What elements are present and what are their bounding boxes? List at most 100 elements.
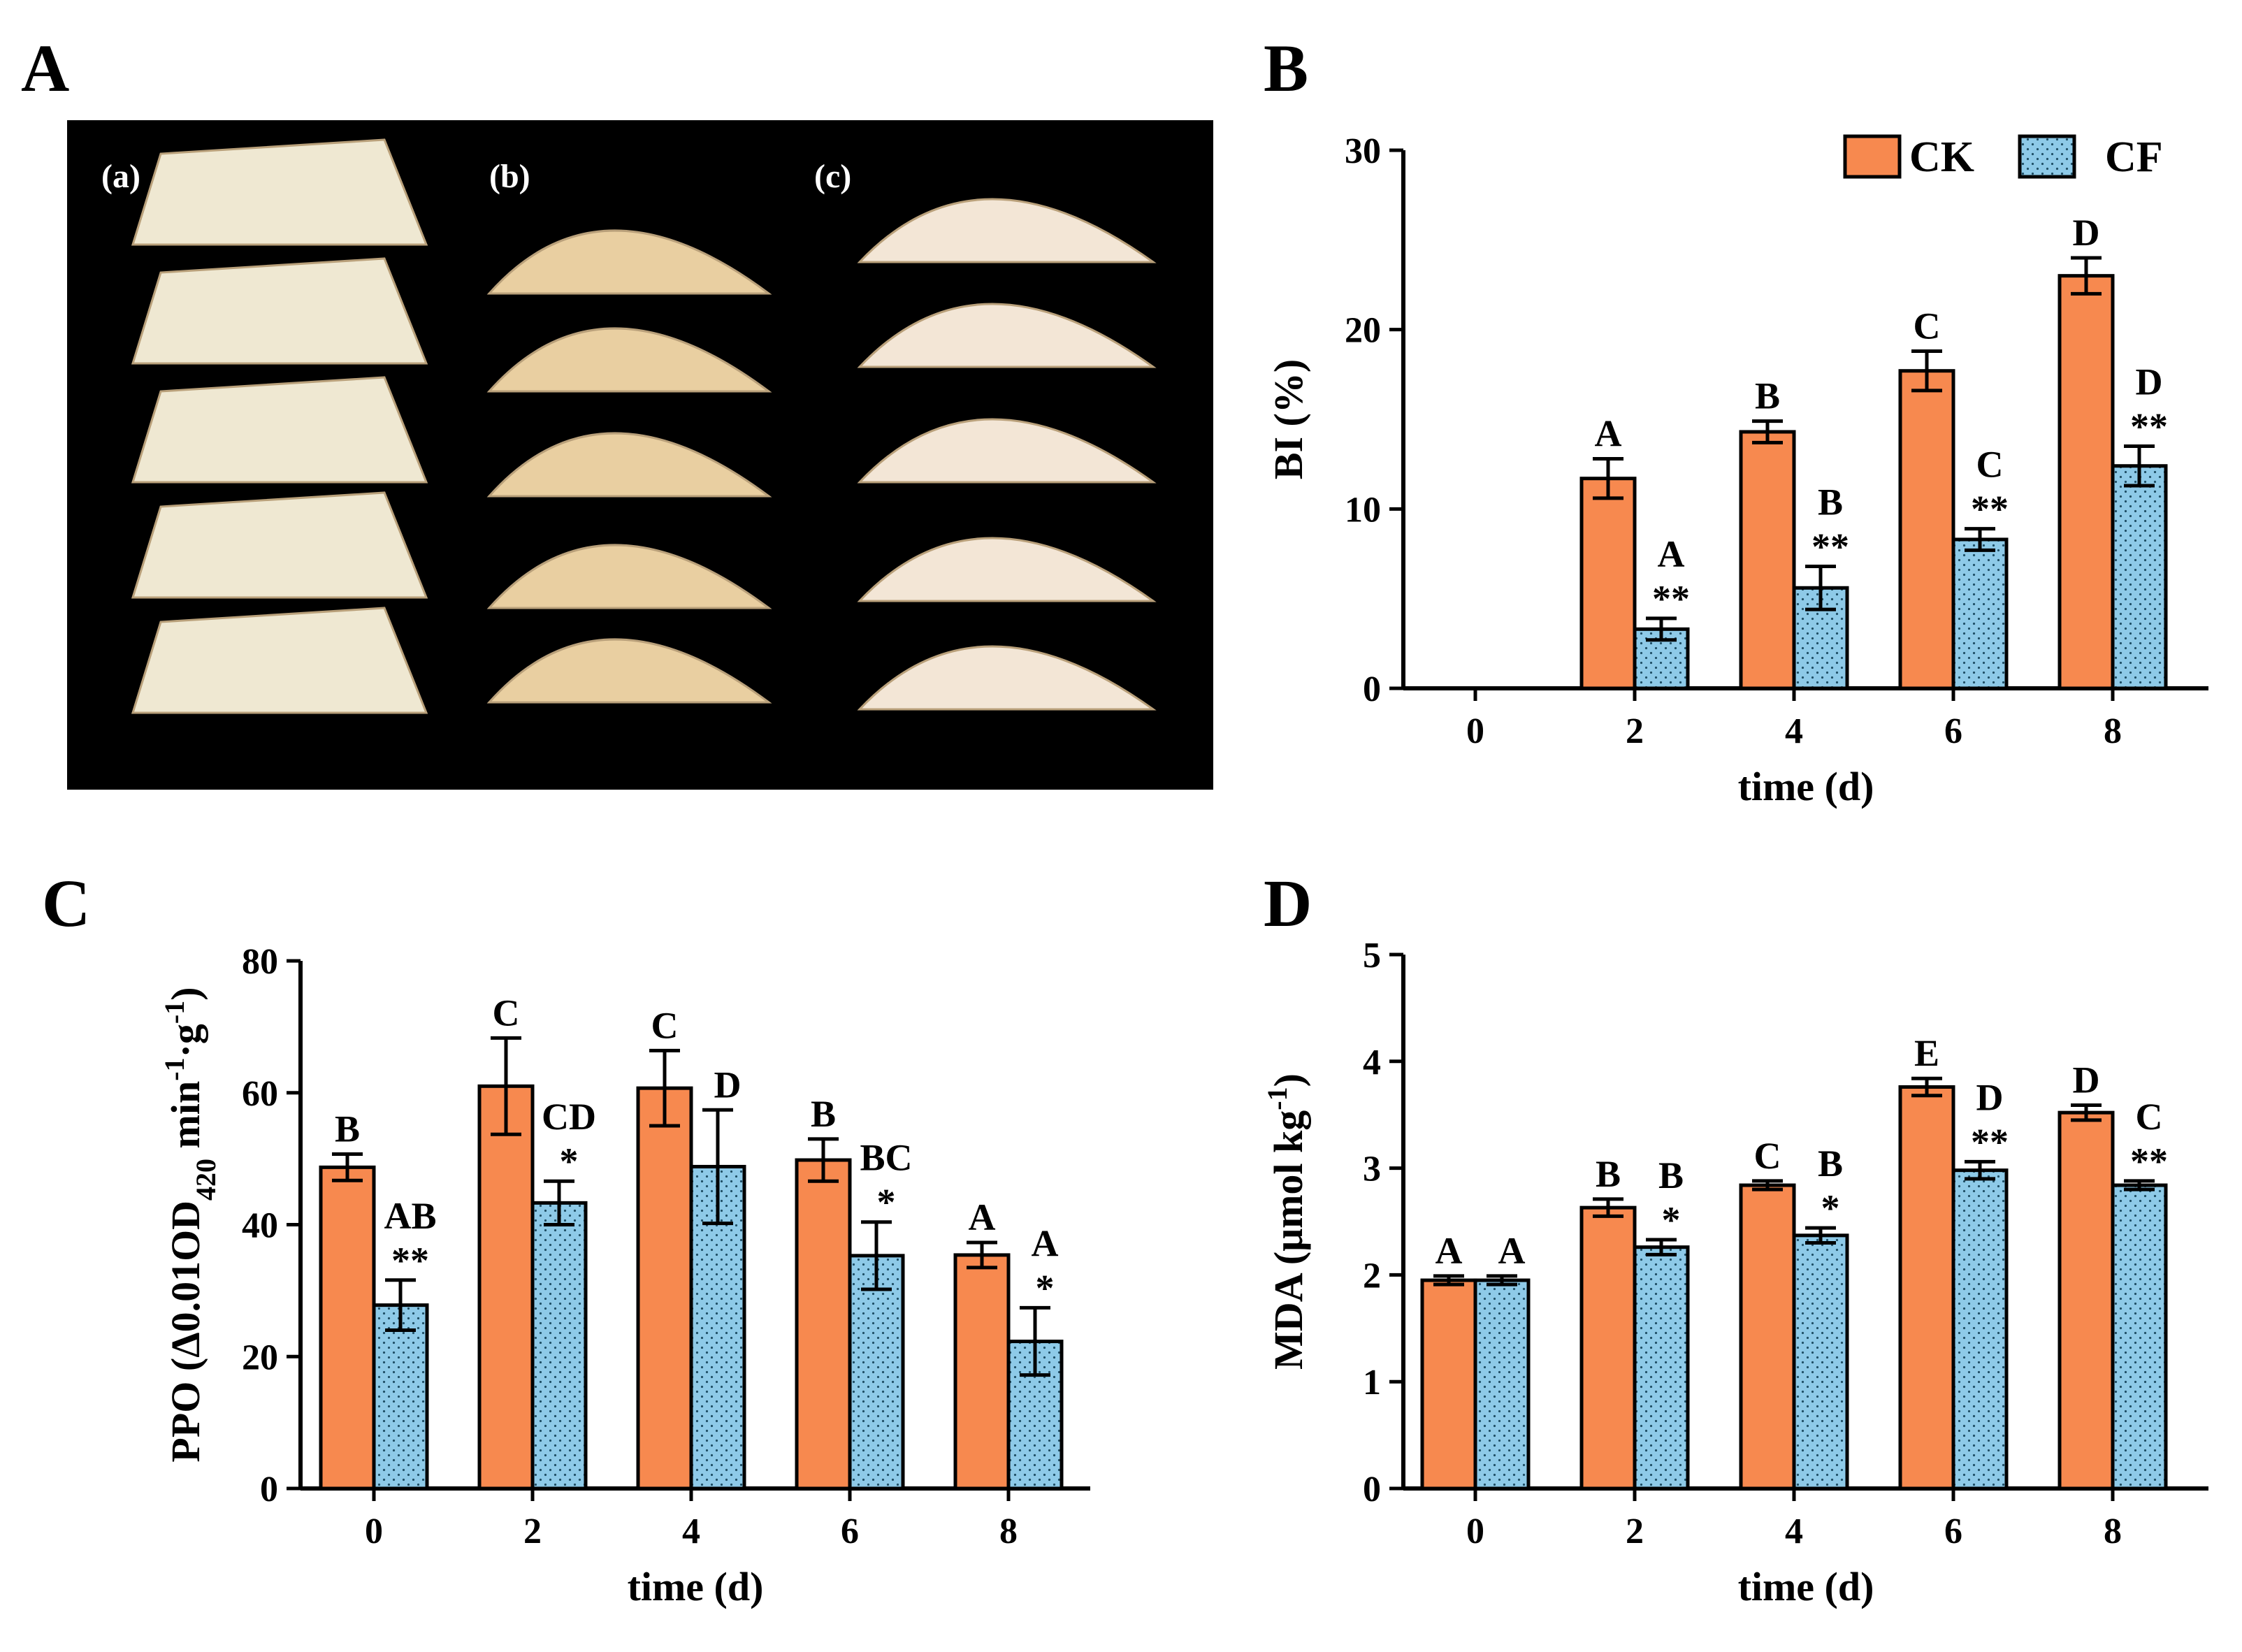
x-axis-label: time (d): [1738, 1564, 1874, 1609]
apple-slice: [131, 491, 428, 599]
y-tick-label: 4: [1363, 1043, 1381, 1082]
group-letter-label: A: [1658, 533, 1685, 575]
apple-slice: [131, 607, 428, 714]
y-tick-label: 10: [1345, 490, 1381, 530]
apple-slice: [486, 638, 772, 704]
bar-cf: [530, 1201, 588, 1491]
legend-swatch-ck: [1843, 134, 1902, 179]
y-tick-label: 0: [260, 1470, 278, 1509]
bar-cf: [2111, 1183, 2168, 1491]
photo-panel: (a) (b) (c): [67, 120, 1213, 790]
panel-label-a: A: [21, 31, 69, 106]
group-letter-label: CD: [542, 1096, 596, 1138]
y-label-part: MDA (μmol kg: [1266, 1110, 1311, 1370]
photo-label-b: (b): [489, 158, 530, 195]
apple-slices-c: [857, 198, 1157, 711]
apple-slice: [857, 198, 1157, 263]
significance-label: **: [1971, 488, 2009, 530]
apple-slice: [486, 544, 772, 609]
group-letter-label: B: [1818, 1143, 1843, 1184]
bar-ck: [1739, 430, 1796, 690]
bar-ck: [795, 1158, 852, 1491]
y-tick-label: 80: [242, 942, 278, 982]
group-letter-label: C: [2136, 1096, 2163, 1138]
x-tick-label: 6: [1944, 711, 1962, 751]
group-letter-label: A: [969, 1196, 996, 1238]
y-tick-label: 3: [1363, 1150, 1381, 1189]
significance-label: *: [1662, 1199, 1681, 1241]
y-label-part: ): [163, 987, 208, 1000]
bar-ck: [1898, 1085, 1955, 1491]
significance-label: **: [1652, 578, 1690, 620]
significance-label: **: [2130, 1140, 2168, 1182]
group-letter-label: C: [493, 992, 520, 1034]
y-label-part: ·g: [163, 1024, 208, 1057]
y-tick-label: 0: [1363, 1470, 1381, 1509]
significance-label: **: [391, 1240, 429, 1282]
x-tick-label: 0: [365, 1512, 383, 1551]
y-label-sup: -1: [1261, 1087, 1293, 1110]
group-letter-label: A: [1595, 412, 1622, 454]
apple-slices-b: [486, 229, 772, 704]
legend-swatch-cf: [2018, 134, 2076, 179]
x-tick-label: 2: [1626, 711, 1644, 751]
y-tick-label: 20: [242, 1338, 278, 1377]
group-letter-label: B: [1818, 481, 1843, 523]
y-label-part: PPO (Δ0.01OD: [163, 1201, 208, 1463]
group-letter-label: A: [1032, 1222, 1059, 1264]
apple-slices-a: [131, 138, 428, 714]
group-letter-label: D: [2073, 212, 2100, 254]
x-tick-label: 6: [1944, 1512, 1962, 1551]
group-letter-label: B: [1755, 375, 1780, 417]
x-tick-label: 4: [1785, 711, 1803, 751]
group-letter-label: A: [1435, 1230, 1463, 1272]
significance-label: *: [560, 1140, 579, 1182]
photo-label-a: (a): [101, 158, 140, 195]
apple-slice: [486, 327, 772, 393]
bar-ck: [2057, 274, 2115, 690]
bar-cf: [1951, 1168, 2009, 1491]
group-letter-label: B: [811, 1093, 836, 1135]
group-letter-label: AB: [384, 1195, 436, 1237]
apple-slice: [857, 537, 1157, 602]
y-axis-label: MDA (μmol kg-1): [1261, 1073, 1312, 1370]
x-axis-label: time (d): [628, 1564, 764, 1609]
panel-label-b: B: [1264, 31, 1308, 106]
x-tick-label: 4: [682, 1512, 700, 1551]
group-letter-label: B: [335, 1108, 360, 1150]
legend-label-cf: CF: [2105, 133, 2163, 181]
group-letter-label: C: [1976, 444, 2004, 486]
apple-slice: [857, 418, 1157, 484]
bar-ck: [2057, 1110, 2115, 1491]
group-letter-label: C: [1754, 1135, 1781, 1177]
bar-ck: [1898, 369, 1955, 690]
group-letter-label: C: [651, 1004, 679, 1046]
group-letter-label: C: [1914, 305, 1941, 347]
y-tick-label: 20: [1345, 311, 1381, 351]
x-tick-label: 8: [2104, 1512, 2122, 1551]
apple-slice: [131, 138, 428, 246]
photo-label-c: (c): [814, 158, 851, 195]
x-tick-label: 2: [1626, 1512, 1644, 1551]
y-axis-label: BI (%): [1266, 359, 1311, 479]
group-letter-label: D: [2136, 361, 2163, 403]
group-letter-label: D: [1976, 1076, 2004, 1118]
y-label-sup: -1: [159, 1001, 190, 1024]
group-letter-label: B: [1596, 1153, 1621, 1195]
x-tick-label: 6: [841, 1512, 859, 1551]
legend-label-ck: CK: [1909, 133, 1974, 181]
y-tick-label: 5: [1363, 936, 1381, 976]
significance-label: *: [1821, 1187, 1840, 1229]
y-tick-label: 0: [1363, 669, 1381, 709]
group-letter-label: D: [714, 1064, 742, 1106]
bar-cf: [1792, 1233, 1849, 1491]
apple-slice: [486, 432, 772, 498]
bar-ck: [1579, 1205, 1637, 1491]
group-letter-label: A: [1498, 1230, 1526, 1272]
significance-label: *: [1036, 1267, 1055, 1309]
apple-slice: [486, 229, 772, 295]
bar-ck: [477, 1084, 535, 1491]
